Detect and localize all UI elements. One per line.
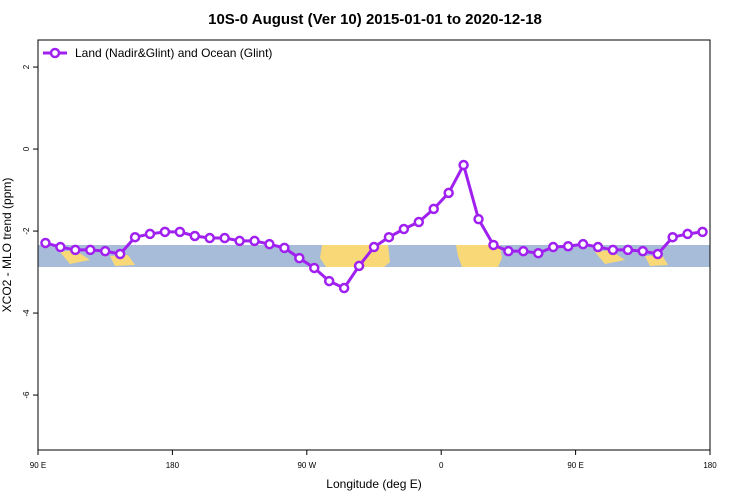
point [85,244,96,256]
y-tick-label: -6 [22,391,31,399]
point [368,241,380,253]
point [533,247,544,259]
x-tick-label: 180 [703,461,717,470]
legend-marker [49,47,61,59]
point [443,187,454,199]
x-tick-label: 0 [439,461,444,470]
x-tick-label: 90 E [567,461,583,470]
y-tick-label: 2 [22,64,31,69]
point [279,242,290,254]
point [204,232,215,244]
point [473,213,484,225]
point [159,226,171,238]
y-tick-label: -4 [22,309,31,317]
point [652,248,663,260]
point [189,230,201,242]
point [383,231,395,243]
point [70,244,81,256]
point [219,232,230,244]
point [338,282,350,294]
point [234,235,245,247]
point [264,238,275,250]
point [55,241,66,253]
point [323,275,335,287]
point [174,226,186,238]
x-tick-label: 90 E [30,461,46,470]
point [667,231,678,243]
x-tick-label: 180 [166,461,180,470]
y-axis-label: XCO2 - MLO trend (ppm) [0,178,14,313]
x-tick-label: 90 W [297,461,316,470]
point [294,252,305,264]
y-tick-label: 0 [22,146,31,151]
legend-label: Land (Nadir&Glint) and Ocean (Glint) [75,46,272,60]
point [622,244,634,256]
point [129,231,141,243]
point [309,262,320,274]
point [562,240,574,252]
point [697,226,708,238]
point [353,260,365,272]
plot-frame [37,39,711,451]
point [637,245,649,257]
point [413,216,425,228]
point [547,241,559,253]
point [144,228,156,240]
point [518,245,529,257]
point [99,245,111,257]
point [458,159,469,171]
point [249,235,260,247]
point [577,238,589,250]
point [398,223,410,235]
point [503,245,514,257]
point [114,248,126,260]
point [607,244,619,256]
x-axis-label: Longitude (deg E) [326,477,421,491]
point [682,228,693,240]
y-tick-label: -2 [22,227,31,235]
point [40,237,51,249]
point [592,241,604,253]
point [428,203,439,215]
chart-title: 10S-0 August (Ver 10) 2015-01-01 to 2020… [208,11,542,28]
point [488,239,499,251]
